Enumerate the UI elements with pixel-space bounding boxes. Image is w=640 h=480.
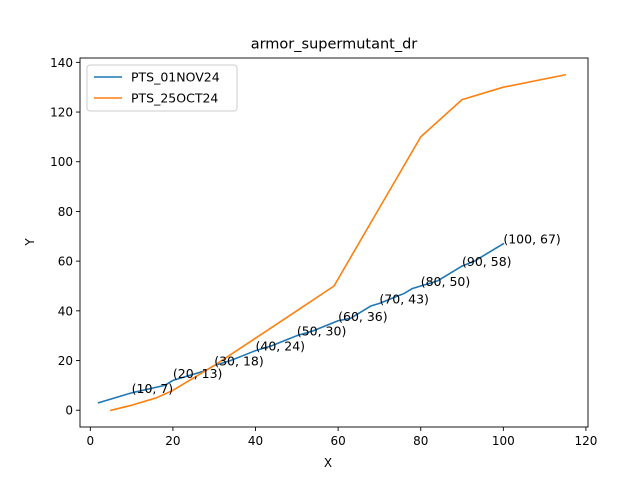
data-label: (70, 43) [379, 291, 429, 306]
x-tick-label: 0 [87, 434, 95, 448]
data-label: (50, 30) [297, 324, 347, 339]
axes: 0 20 40 60 80 100 120 0 20 40 60 80 100 120 140 [50, 56, 597, 448]
data-label: (100, 67) [503, 232, 560, 247]
data-label: (10, 7) [132, 381, 174, 396]
y-tick-label: 20 [58, 354, 73, 368]
data-label: (40, 24) [256, 339, 306, 354]
y-tick-label: 80 [58, 205, 73, 219]
data-label: (60, 36) [338, 309, 388, 324]
y-tick-label: 60 [58, 255, 73, 269]
x-tick-label: 40 [248, 434, 263, 448]
x-tick-label: 120 [574, 434, 597, 448]
axes-frame [79, 57, 589, 428]
legend-label: PTS_01NOV24 [131, 70, 220, 85]
x-tick-label: 100 [492, 434, 515, 448]
x-tick-label: 20 [165, 434, 180, 448]
chart-title: armor_supermutant_dr [251, 37, 418, 53]
data-label: (90, 58) [462, 254, 512, 269]
y-tick-label: 0 [65, 404, 73, 418]
legend-box [86, 64, 238, 112]
x-tick-label: 60 [330, 434, 345, 448]
data-label: (20, 13) [173, 366, 223, 381]
plot-area: (10, 7)(20, 13)(30, 18)(40, 24)(50, 30)(… [97, 73, 567, 412]
y-tick-label: 120 [50, 106, 73, 120]
y-axis-label: Y [23, 238, 37, 247]
x-tick-label: 80 [413, 434, 428, 448]
data-label: (30, 18) [214, 354, 264, 369]
legend: PTS_01NOV24 PTS_25OCT24 [86, 64, 238, 112]
y-tick-label: 140 [50, 56, 73, 70]
legend-label: PTS_25OCT24 [131, 91, 218, 106]
y-tick-label: 40 [58, 304, 73, 318]
x-axis-label: X [324, 456, 332, 470]
data-label: (80, 50) [421, 274, 471, 289]
series-line-2 [110, 73, 567, 412]
y-tick-label: 100 [50, 155, 73, 169]
